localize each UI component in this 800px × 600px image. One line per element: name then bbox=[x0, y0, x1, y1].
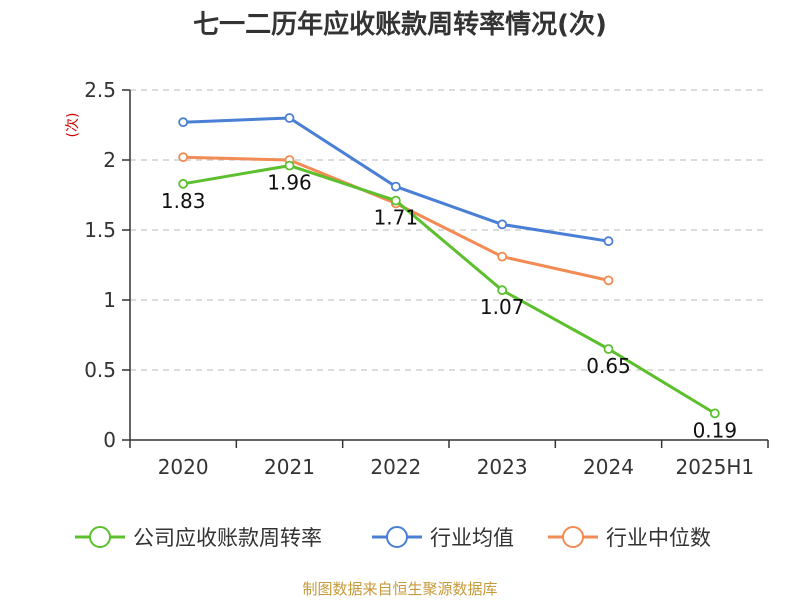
y-tick-label-3: 1.5 bbox=[84, 218, 116, 242]
legend-label-1: 行业均值 bbox=[430, 526, 514, 550]
tick-labels: 0 0.5 1 1.5 2 2.5 2020 2021 2022 2023 2024 2025H1 bbox=[84, 78, 754, 479]
legend-label-0: 公司应收账款周转率 bbox=[133, 526, 322, 550]
series-1-point-1 bbox=[284, 113, 295, 123]
x-tick-label-2025H1: 2025H1 bbox=[675, 455, 754, 479]
legend-marker-1 bbox=[386, 526, 408, 548]
legend-label-2: 行业中位数 bbox=[606, 526, 711, 550]
series-0-point-2 bbox=[390, 195, 401, 206]
series-lines bbox=[178, 113, 720, 419]
data-label-2021: 1.96 bbox=[267, 171, 312, 195]
data-label-2023: 1.07 bbox=[480, 295, 525, 319]
y-tick-label-2: 1 bbox=[103, 288, 116, 312]
series-0-point-1 bbox=[284, 160, 295, 171]
series-0-point-3 bbox=[497, 285, 508, 296]
legend-marker-2 bbox=[562, 526, 584, 548]
y-tick-label-4: 2 bbox=[103, 148, 116, 172]
data-label-2025H1: 0.19 bbox=[693, 418, 738, 442]
series-0-point-5 bbox=[709, 408, 720, 419]
x-tick-label-2020: 2020 bbox=[158, 455, 209, 479]
x-tick-label-2024: 2024 bbox=[583, 455, 634, 479]
series-1-point-2 bbox=[390, 181, 401, 192]
x-tick-label-2023: 2023 bbox=[477, 455, 528, 479]
data-label-2022: 1.71 bbox=[374, 206, 419, 230]
series-1-point-4 bbox=[603, 236, 614, 247]
series-1-point-0 bbox=[178, 117, 189, 128]
x-tick-label-2022: 2022 bbox=[370, 455, 421, 479]
chart-title: 七一二历年应收账款周转率情况(次) bbox=[193, 10, 607, 40]
x-tick-label-2021: 2021 bbox=[264, 455, 315, 479]
axes bbox=[122, 89, 769, 448]
series-1-point-3 bbox=[497, 219, 508, 230]
y-tick-label-5: 2.5 bbox=[84, 78, 116, 102]
y-tick-label-0: 0 bbox=[103, 428, 116, 452]
series-2-point-3 bbox=[497, 251, 508, 262]
data-labels: 1.83 1.96 1.71 1.07 0.65 0.19 bbox=[161, 171, 737, 443]
data-label-2024: 0.65 bbox=[586, 354, 631, 378]
source-note: 制图数据来自恒生聚源数据库 bbox=[302, 580, 498, 598]
legend-marker-0 bbox=[89, 526, 111, 548]
series-line-0 bbox=[182, 164, 716, 415]
series-0-point-4 bbox=[603, 344, 614, 354]
series-2-point-4 bbox=[603, 275, 614, 286]
series-0-point-0 bbox=[178, 178, 189, 189]
y-axis-label: (次) bbox=[65, 113, 81, 138]
y-tick-label-1: 0.5 bbox=[84, 358, 116, 382]
legend: 公司应收账款周转率 行业均值 行业中位数 bbox=[75, 526, 711, 550]
series-2-point-0 bbox=[178, 152, 189, 163]
data-label-2020: 1.83 bbox=[161, 189, 206, 213]
